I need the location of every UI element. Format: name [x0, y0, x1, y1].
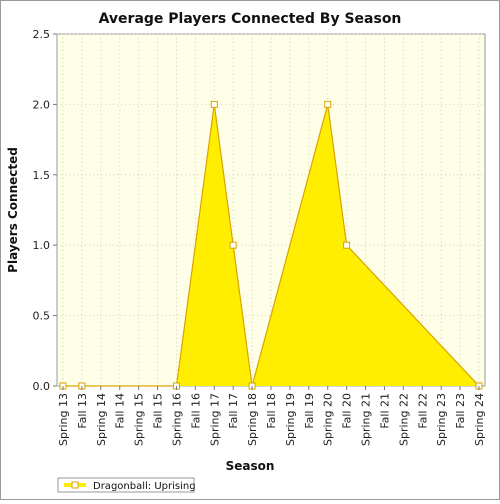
x-tick-label: Fall 16	[189, 393, 202, 429]
x-tick-label: Fall 19	[303, 393, 316, 429]
legend-swatch-marker	[71, 481, 79, 489]
x-tick-label: Fall 15	[152, 393, 165, 429]
x-tick-label: Spring 17	[208, 393, 221, 446]
y-tick-label: 2.5	[33, 28, 51, 41]
x-tick-label: Fall 18	[265, 393, 278, 429]
x-tick-label: Spring 18	[246, 393, 259, 446]
x-tick-label: Spring 22	[397, 393, 410, 446]
legend-label: Dragonball: Uprising	[93, 481, 196, 492]
x-axis-ticks: Spring 13 Fall 13 Spring 14 Fall 14 Spring 1…	[57, 386, 486, 446]
x-tick-label: Spring 16	[170, 393, 183, 446]
x-tick-label: Fall 22	[416, 393, 429, 429]
y-tick-label: 1.0	[33, 239, 51, 252]
y-tick-label: 2.0	[33, 98, 51, 111]
x-tick-label: Fall 13	[76, 393, 89, 429]
y-axis-ticks: 0.0 0.5 1.0 1.5 2.0 2.5	[33, 28, 57, 393]
x-tick-label: Fall 20	[341, 393, 354, 429]
x-tick-label: Spring 15	[133, 393, 146, 446]
x-axis-label: Season	[226, 459, 275, 473]
data-point	[229, 241, 237, 249]
x-tick-label: Spring 14	[95, 393, 108, 446]
x-tick-label: Fall 14	[114, 393, 127, 429]
x-tick-label: Spring 24	[473, 393, 486, 446]
x-tick-label: Spring 23	[435, 393, 448, 446]
y-tick-label: 1.5	[33, 169, 51, 182]
x-tick-label: Spring 21	[360, 393, 373, 446]
x-tick-label: Fall 17	[227, 393, 240, 429]
data-point	[343, 241, 351, 249]
y-tick-label: 0.0	[33, 380, 51, 393]
legend: Dragonball: Uprising	[57, 477, 196, 493]
data-point	[210, 100, 218, 108]
x-tick-label: Spring 20	[322, 393, 335, 446]
series-area	[63, 104, 479, 387]
chart-title: Average Players Connected By Season	[99, 11, 402, 27]
legend-box	[57, 477, 195, 493]
x-tick-label: Spring 13	[57, 393, 70, 446]
y-axis-label: Players Connected	[6, 147, 20, 273]
data-point	[324, 100, 332, 108]
x-tick-label: Spring 19	[284, 393, 297, 446]
y-tick-label: 0.5	[33, 310, 51, 323]
x-tick-label: Fall 23	[454, 393, 467, 429]
x-tick-label: Fall 21	[378, 393, 391, 429]
